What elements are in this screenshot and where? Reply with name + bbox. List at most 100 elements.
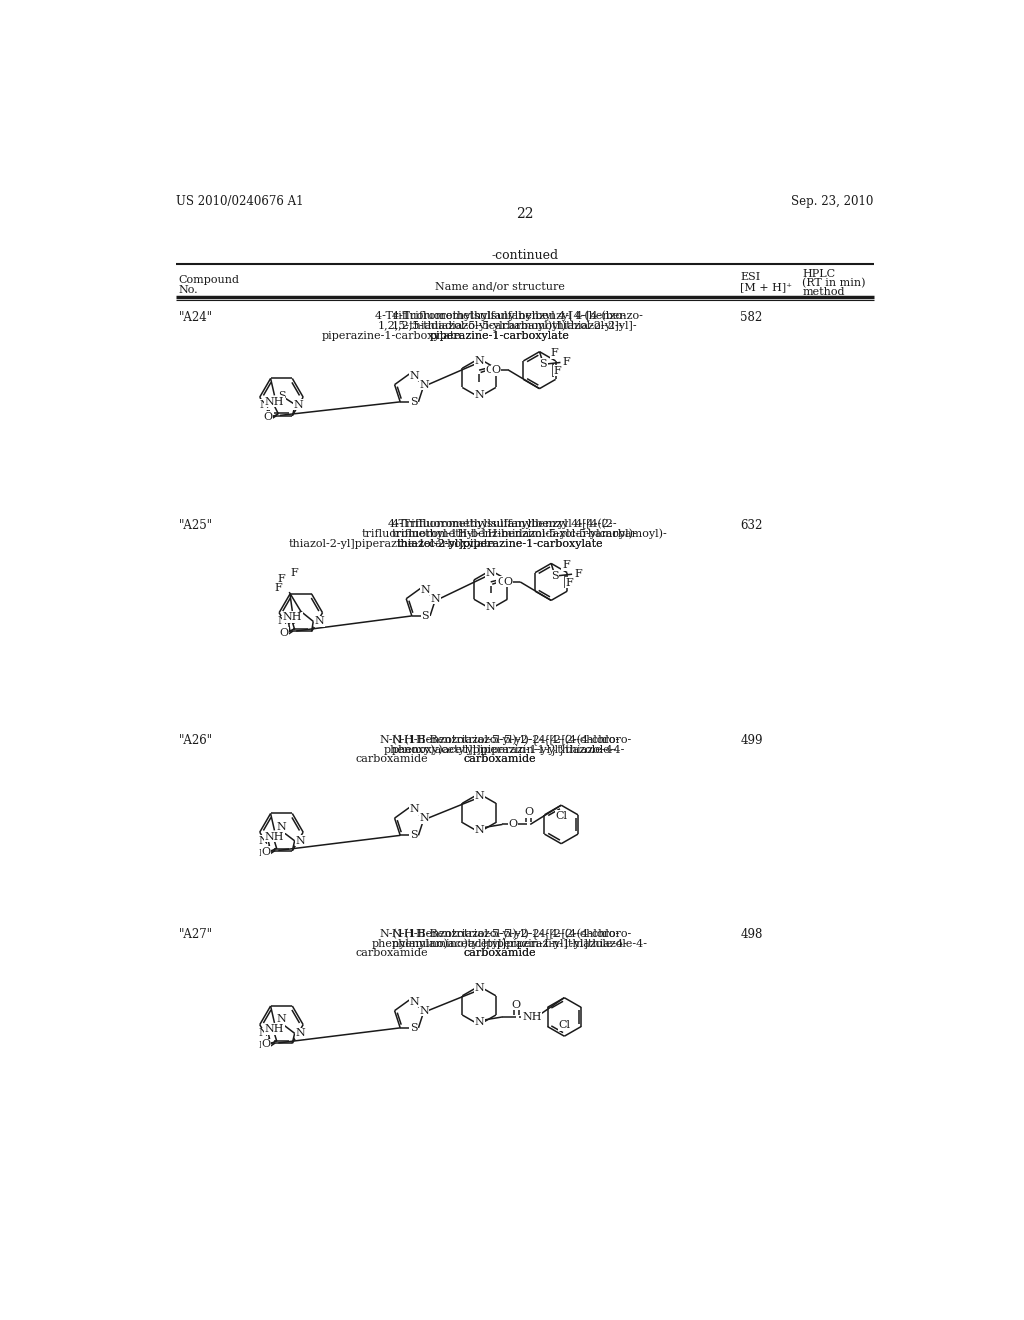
Text: phenoxy)acetyl]piperazin-1-yl}thiazole-4-: phenoxy)acetyl]piperazin-1-yl}thiazole-4… xyxy=(391,744,625,756)
Text: trifluoromethyl-1H-benzimidazol-5-ylcarbamoyl)-: trifluoromethyl-1H-benzimidazol-5-ylcarb… xyxy=(391,529,668,540)
Text: NH: NH xyxy=(522,1012,542,1022)
Text: N: N xyxy=(474,1018,484,1027)
Text: F: F xyxy=(278,574,286,583)
Text: NH: NH xyxy=(283,612,302,622)
Text: 632: 632 xyxy=(740,519,763,532)
Text: N: N xyxy=(410,371,419,380)
Text: [M + H]⁺: [M + H]⁺ xyxy=(740,282,793,292)
Text: 22: 22 xyxy=(516,207,534,220)
Text: F: F xyxy=(563,358,570,367)
Text: N: N xyxy=(314,616,325,627)
Text: N: N xyxy=(295,836,305,846)
Text: S: S xyxy=(278,391,286,401)
Text: N: N xyxy=(410,997,419,1007)
Text: O: O xyxy=(503,577,512,587)
Text: O: O xyxy=(497,577,506,587)
Text: Compound: Compound xyxy=(178,276,240,285)
Text: piperazine-1-carboxylate: piperazine-1-carboxylate xyxy=(322,331,462,341)
Text: O: O xyxy=(509,820,518,829)
Text: phenylamino)acetyl]piperazin-1-yl]thiazole-4-: phenylamino)acetyl]piperazin-1-yl]thiazo… xyxy=(372,939,628,949)
Text: Cl: Cl xyxy=(558,1020,570,1031)
Text: 498: 498 xyxy=(740,928,763,941)
Text: thiazol-2-yl]piperazine-1-carboxylate: thiazol-2-yl]piperazine-1-carboxylate xyxy=(396,539,603,549)
Text: S: S xyxy=(410,830,418,841)
Text: H: H xyxy=(258,1041,266,1049)
Text: S: S xyxy=(422,611,429,620)
Text: N: N xyxy=(419,813,429,824)
Text: thiazol-2-yl]piperazine-1-carboxylate: thiazol-2-yl]piperazine-1-carboxylate xyxy=(396,539,603,549)
Text: S: S xyxy=(540,359,547,370)
Text: F: F xyxy=(554,366,561,376)
Text: N: N xyxy=(419,380,429,389)
Text: carboxamide: carboxamide xyxy=(355,949,428,958)
Text: -continued: -continued xyxy=(492,249,558,263)
Text: F: F xyxy=(274,583,283,593)
Text: carboxamide: carboxamide xyxy=(464,949,537,958)
Text: O: O xyxy=(492,366,501,375)
Text: H: H xyxy=(258,849,266,858)
Text: 4-Trifluoromethylsulfanylbenzyl 4-[4-(2-: 4-Trifluoromethylsulfanylbenzyl 4-[4-(2- xyxy=(391,519,616,529)
Text: F: F xyxy=(562,560,569,570)
Text: H: H xyxy=(286,616,295,626)
Text: O: O xyxy=(261,1039,270,1049)
Text: 582: 582 xyxy=(740,312,763,323)
Text: S: S xyxy=(410,397,418,407)
Text: N: N xyxy=(276,1015,287,1024)
Text: Sep. 23, 2010: Sep. 23, 2010 xyxy=(792,195,873,209)
Text: N: N xyxy=(276,822,287,832)
Text: "A27": "A27" xyxy=(178,928,213,941)
Text: F: F xyxy=(574,569,583,579)
Text: Name and/or structure: Name and/or structure xyxy=(435,281,565,292)
Text: 1,2,5-thiadiazol-5-ylcarbamoyl)thiazol-2-yl]-: 1,2,5-thiadiazol-5-ylcarbamoyl)thiazol-2… xyxy=(377,321,623,331)
Text: 4-Trifluoromethylsulfanylbenzyl 4-[4-(benzo-: 4-Trifluoromethylsulfanylbenzyl 4-[4-(be… xyxy=(375,312,626,322)
Text: N-(1H-Benzotriazol-5-yl)-2-{4-[2-(4-chloro-: N-(1H-Benzotriazol-5-yl)-2-{4-[2-(4-chlo… xyxy=(391,928,632,940)
Text: 1,2,5-thiadiazol-5-ylcarbamoyl)thiazol-2-yl]-: 1,2,5-thiadiazol-5-ylcarbamoyl)thiazol-2… xyxy=(391,321,637,331)
Text: Cl: Cl xyxy=(555,810,567,821)
Text: N: N xyxy=(474,825,484,834)
Text: trifluoromethyl-1H-benzimidazol-5-ylcarbamoyl)-: trifluoromethyl-1H-benzimidazol-5-ylcarb… xyxy=(362,529,638,540)
Text: NH: NH xyxy=(265,396,285,407)
Text: O: O xyxy=(485,366,495,375)
Text: O: O xyxy=(280,627,289,638)
Text: N: N xyxy=(278,616,287,627)
Text: N-(1H-Benzotriazol-5-yl)-2-{4-[2-(4-chloro-: N-(1H-Benzotriazol-5-yl)-2-{4-[2-(4-chlo… xyxy=(380,734,621,746)
Text: phenylamino)acetyl]piperazin-1-yl]thiazole-4-: phenylamino)acetyl]piperazin-1-yl]thiazo… xyxy=(391,939,647,949)
Text: carboxamide: carboxamide xyxy=(355,755,428,764)
Text: (RT in min): (RT in min) xyxy=(802,277,865,288)
Text: NH: NH xyxy=(265,1024,285,1034)
Text: phenoxy)acetyl]piperazin-1-yl}thiazole-4-: phenoxy)acetyl]piperazin-1-yl}thiazole-4… xyxy=(383,744,616,756)
Text: N: N xyxy=(485,602,496,611)
Text: N: N xyxy=(421,585,430,594)
Text: N: N xyxy=(431,594,440,603)
Text: N-(1H-Benzotriazol-5-yl)-2-{4-[2-(4-chloro-: N-(1H-Benzotriazol-5-yl)-2-{4-[2-(4-chlo… xyxy=(380,928,621,940)
Text: piperazine-1-carboxylate: piperazine-1-carboxylate xyxy=(430,331,570,341)
Text: S: S xyxy=(410,1023,418,1032)
Text: F: F xyxy=(550,348,558,358)
Text: N: N xyxy=(258,836,267,846)
Text: HPLC: HPLC xyxy=(802,268,836,279)
Text: No.: No. xyxy=(178,285,198,294)
Text: N: N xyxy=(258,1028,267,1039)
Text: N: N xyxy=(474,791,484,801)
Text: "A25": "A25" xyxy=(178,519,213,532)
Text: ESI: ESI xyxy=(740,272,761,282)
Text: O: O xyxy=(261,847,270,857)
Text: piperazine-1-carboxylate: piperazine-1-carboxylate xyxy=(430,331,570,341)
Text: 499: 499 xyxy=(740,734,763,747)
Text: carboxamide: carboxamide xyxy=(464,949,537,958)
Text: N: N xyxy=(259,400,269,409)
Text: N: N xyxy=(294,400,303,409)
Text: US 2010/0240676 A1: US 2010/0240676 A1 xyxy=(176,195,303,209)
Text: N: N xyxy=(485,568,496,578)
Text: NH: NH xyxy=(265,832,285,842)
Text: N: N xyxy=(474,983,484,994)
Text: "A26": "A26" xyxy=(178,734,213,747)
Text: 4-Trifluoromethylsulfanylbenzyl 4-[4-(benzo-: 4-Trifluoromethylsulfanylbenzyl 4-[4-(be… xyxy=(391,312,642,322)
Text: N: N xyxy=(474,389,484,400)
Text: N: N xyxy=(419,1006,429,1015)
Text: N-(1H-Benzotriazol-5-yl)-2-{4-[2-(4-chloro-: N-(1H-Benzotriazol-5-yl)-2-{4-[2-(4-chlo… xyxy=(391,734,632,746)
Text: N: N xyxy=(474,356,484,366)
Text: S: S xyxy=(551,570,559,581)
Text: 4-Trifluoromethylsulfanylbenzyl 4-[4-(2-: 4-Trifluoromethylsulfanylbenzyl 4-[4-(2- xyxy=(388,519,612,529)
Text: "A24": "A24" xyxy=(178,312,213,323)
